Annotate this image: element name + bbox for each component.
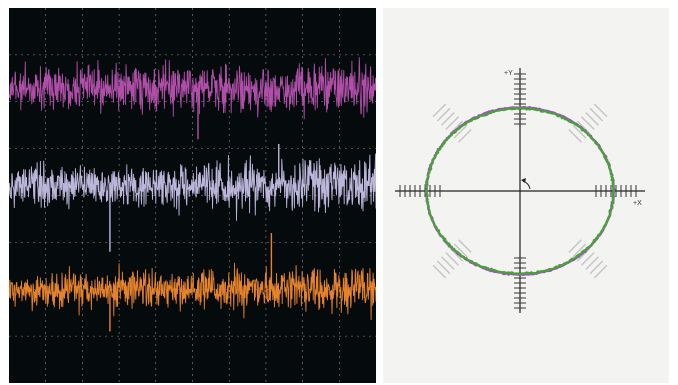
diagonal-hatch [432, 103, 608, 279]
hatch-mark [445, 116, 459, 130]
hatch-mark [572, 124, 587, 139]
oscilloscope-chart [9, 8, 376, 383]
hatch-mark [441, 112, 455, 126]
hatch-mark [593, 264, 608, 279]
hatch-mark [457, 128, 472, 143]
hatch-mark [581, 116, 595, 130]
trace-2 [9, 153, 376, 221]
oscilloscope-panel [9, 8, 376, 383]
hatch-mark [568, 239, 583, 254]
ellipse-series-2 [424, 106, 616, 276]
axes [395, 68, 645, 313]
hatch-mark [453, 124, 468, 139]
x-axis-label: +X [633, 200, 642, 207]
hatch-mark [441, 256, 455, 270]
trace-1 [9, 57, 376, 120]
hatch-mark [432, 103, 447, 118]
hatch-mark [589, 107, 604, 122]
hatch-mark [576, 120, 591, 135]
hatch-mark [432, 264, 447, 279]
y-axis-label: +Y [504, 70, 513, 77]
hatch-mark [593, 103, 608, 118]
hatch-mark [436, 260, 451, 275]
hatch-mark [436, 107, 451, 122]
xy-plot-panel: +Y +X [383, 8, 669, 383]
hatch-mark [572, 243, 587, 258]
hatch-mark [568, 128, 583, 143]
xy-plot-chart: +Y +X [395, 68, 645, 313]
hatch-mark [581, 252, 595, 266]
hatch-mark [445, 252, 459, 266]
hatch-mark [585, 112, 599, 126]
hatch-mark [457, 239, 472, 254]
angle-arrow [521, 178, 526, 183]
hatch-mark [576, 247, 591, 262]
hatch-mark [589, 260, 604, 275]
trace-3 [9, 262, 376, 321]
hatch-mark [585, 256, 599, 270]
hatch-mark [453, 243, 468, 258]
